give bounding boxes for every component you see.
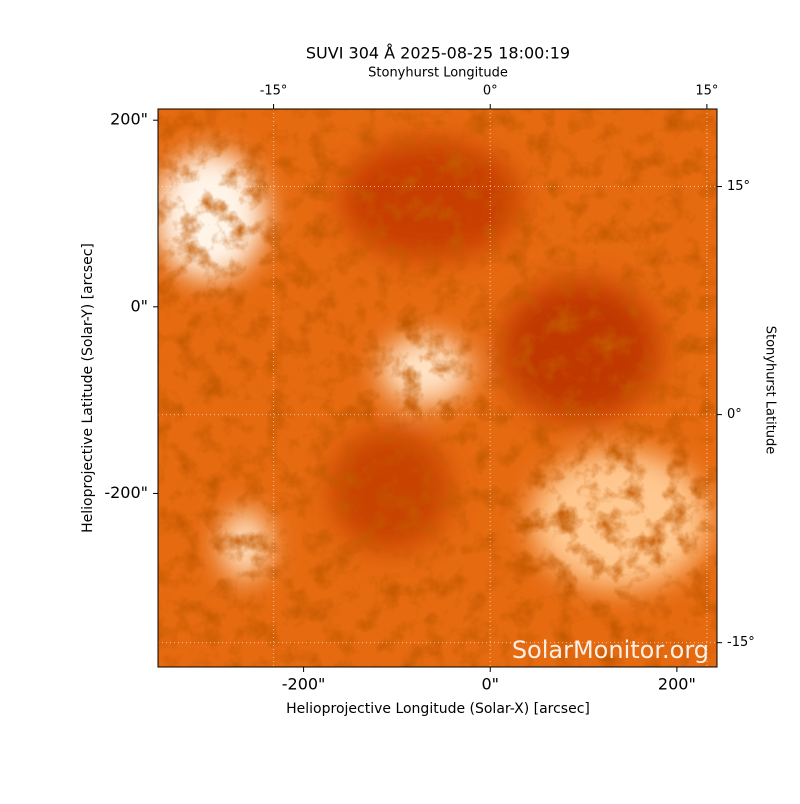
plot-frame — [157, 108, 718, 668]
y2-tick-label: -15° — [727, 635, 755, 650]
x-tick-label: 0" — [481, 675, 499, 694]
x-axis-label: Helioprojective Longitude (Solar-X) [arc… — [286, 701, 590, 717]
y-tick-label: 200" — [110, 110, 148, 129]
grid — [158, 109, 717, 667]
x2-tick-label: -15° — [260, 84, 288, 99]
y-axis-label: Helioprojective Latitude (Solar-Y) [arcs… — [80, 243, 96, 533]
x2-tick-label: 15° — [695, 84, 718, 99]
y2-axis-label: Stonyhurst Latitude — [763, 326, 778, 455]
watermark: SolarMonitor.org — [512, 636, 709, 664]
solar-image — [158, 109, 717, 667]
y2-tick-label: 15° — [727, 179, 750, 194]
y2-tick-label: 0° — [727, 407, 742, 422]
x2-axis-label: Stonyhurst Longitude — [368, 66, 508, 81]
chart-title: SUVI 304 Å 2025-08-25 18:00:19 — [306, 44, 570, 63]
x-tick-label: 200" — [658, 675, 696, 694]
x-tick-label: -200" — [282, 675, 326, 694]
y-tick-label: -200" — [104, 483, 148, 502]
x2-tick-label: 0° — [483, 84, 498, 99]
y-tick-label: 0" — [130, 296, 148, 315]
